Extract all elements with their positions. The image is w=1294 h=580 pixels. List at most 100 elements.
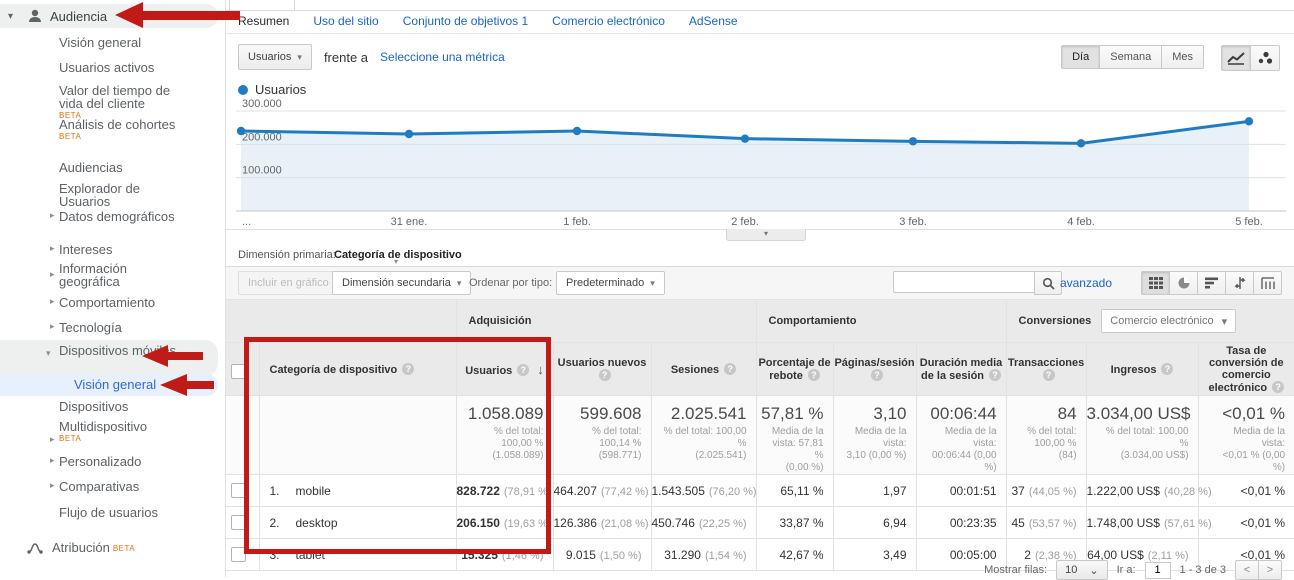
primary-dimension-value[interactable]: Categoría de dispositivo xyxy=(334,249,462,261)
sidebar-item-intereses[interactable]: ▸ Intereses xyxy=(50,242,113,257)
search-button[interactable] xyxy=(1034,271,1062,295)
report-nav: Resumen Uso del sitio Conjunto de objeti… xyxy=(238,14,738,28)
chart-type-toggle xyxy=(1221,45,1280,71)
sidebar-item-valor-tiempo-vida[interactable]: Valor del tiempo de vida del cliente BETA xyxy=(0,84,218,120)
sidebar-item-flujo-usuarios[interactable]: Flujo de usuarios xyxy=(59,505,158,520)
secondary-dimension-button[interactable]: Dimensión secundaria ▾ xyxy=(332,271,472,295)
svg-text:4 feb.: 4 feb. xyxy=(1067,216,1095,228)
sidebar-item-explorador-usuarios[interactable]: Explorador de Usuarios xyxy=(59,181,140,209)
sidebar-item-dispositivos-moviles[interactable]: ▾ Dispositivos móviles xyxy=(0,340,218,376)
sidebar-item-vision-general[interactable]: Visión general xyxy=(59,35,142,50)
granularity-day-button[interactable]: Día xyxy=(1061,45,1101,69)
sidebar-item-analisis-cohortes[interactable]: Análisis de cohortes BETA xyxy=(0,118,218,141)
table-view-button[interactable] xyxy=(1141,271,1170,295)
row-checkbox[interactable] xyxy=(231,483,246,498)
header-tasa-conversion[interactable]: Tasa de conversión de comercio electróni… xyxy=(1198,342,1294,396)
users-trend-chart[interactable]: 100.000 200.000 300.000... 31 ene. 1 feb. 2 f… xyxy=(236,96,1286,230)
granularity-week-button[interactable]: Semana xyxy=(1100,45,1163,69)
axis-expander[interactable]: ▾ xyxy=(726,229,806,241)
device-category-value[interactable]: tablet xyxy=(295,547,325,562)
sidebar-item-moviles-vision-general[interactable]: Visión general xyxy=(0,374,218,396)
tab-resumen[interactable]: Resumen xyxy=(238,14,290,28)
help-icon[interactable]: ? xyxy=(989,368,1002,381)
motion-chart-view-button[interactable] xyxy=(1251,45,1280,71)
conversions-goal-select[interactable]: Comercio electrónico ▾ xyxy=(1101,309,1237,333)
sidebar-item-multidispositivo[interactable]: Multidispositivo ▸ BETA xyxy=(0,420,218,444)
sort-type-label: Ordenar por tipo: xyxy=(469,277,553,289)
metric-select[interactable]: Usuarios ▾ xyxy=(238,44,312,70)
help-icon[interactable]: ? xyxy=(598,368,611,381)
tab-comercio-electronico[interactable]: Comercio electrónico xyxy=(552,14,665,28)
pivot-view-button[interactable] xyxy=(1254,271,1282,295)
device-category-value[interactable]: desktop xyxy=(295,515,338,530)
header-transacciones[interactable]: Transacciones? xyxy=(1006,342,1087,396)
primary-dimension-label: Dimensión primaria: xyxy=(238,249,336,261)
header-paginas-sesion[interactable]: Páginas/sesión? xyxy=(833,342,917,396)
next-page-button[interactable]: > xyxy=(1259,560,1282,580)
help-icon[interactable]: ? xyxy=(1161,362,1174,375)
total-sesiones: 2.025.541% del total: 100,00 % (2.025.541… xyxy=(651,395,757,475)
svg-text:300.000: 300.000 xyxy=(242,98,282,110)
svg-text:31 ene.: 31 ene. xyxy=(391,216,428,228)
goto-page-input[interactable] xyxy=(1144,561,1171,579)
prev-page-button[interactable]: < xyxy=(1235,560,1259,580)
svg-text:2 feb.: 2 feb. xyxy=(731,216,759,228)
group-comportamiento: Comportamiento xyxy=(756,300,1007,343)
row-checkbox[interactable] xyxy=(231,515,246,530)
sidebar-item-comportamiento[interactable]: ▸ Comportamiento xyxy=(50,295,156,310)
tab-adsense[interactable]: AdSense xyxy=(688,14,738,28)
expand-icon: ▸ xyxy=(50,269,55,279)
select-all-checkbox[interactable] xyxy=(231,364,246,379)
sort-type-select[interactable]: Predeterminado ▾ xyxy=(556,271,665,295)
percentage-view-button[interactable] xyxy=(1170,271,1198,295)
sidebar-item-personalizado[interactable]: ▸ Personalizado xyxy=(50,454,142,469)
sidebar-item-tecnologia[interactable]: ▸ Tecnología xyxy=(50,320,122,335)
performance-view-icon xyxy=(1204,277,1218,289)
help-icon[interactable]: ? xyxy=(1272,380,1285,393)
tab-conjunto-objetivos[interactable]: Conjunto de objetivos 1 xyxy=(402,14,529,28)
rows-per-page-select[interactable]: 10 ⌄ xyxy=(1056,560,1108,580)
help-icon[interactable]: ? xyxy=(807,368,820,381)
performance-view-button[interactable] xyxy=(1198,271,1226,295)
header-duracion-media[interactable]: Duración media de la sesión? xyxy=(916,342,1007,396)
collapse-caret-icon[interactable]: ▾ xyxy=(8,10,14,22)
table-view-toggle xyxy=(1141,271,1282,295)
sidebar-item-comparativas[interactable]: ▸ Comparativas xyxy=(50,479,140,494)
sidebar-item-usuarios-activos[interactable]: Usuarios activos xyxy=(59,60,155,75)
help-icon[interactable]: ? xyxy=(1042,368,1055,381)
svg-text:...: ... xyxy=(242,216,251,228)
sidebar-section-audiencia[interactable]: ▾ Audiencia xyxy=(0,4,218,28)
sidebar-item-informacion-geografica[interactable]: ▸ Información geográfica xyxy=(50,261,127,289)
attribution-icon xyxy=(27,542,43,554)
line-chart-view-button[interactable] xyxy=(1221,45,1251,71)
pivot-view-icon xyxy=(1260,277,1275,289)
select-metric-link[interactable]: Seleccione una métrica xyxy=(380,50,505,64)
include-in-chart-button[interactable]: Incluir en gráfico xyxy=(238,271,339,295)
header-categoria[interactable]: Categoría de dispositivo? xyxy=(259,342,457,396)
total-usuarios: 1.058.089% del total: 100,00 % (1.058.089… xyxy=(456,395,554,475)
sidebar-item-audiencias[interactable]: Audiencias xyxy=(59,160,123,175)
help-icon[interactable]: ? xyxy=(517,363,530,376)
comparison-view-button[interactable] xyxy=(1226,271,1254,295)
device-category-value[interactable]: mobile xyxy=(295,483,331,498)
header-usuarios-nuevos[interactable]: Usuarios nuevos? xyxy=(553,342,652,396)
tab-uso-del-sitio[interactable]: Uso del sitio xyxy=(313,14,379,28)
row-checkbox[interactable] xyxy=(231,547,246,562)
granularity-month-button[interactable]: Mes xyxy=(1162,45,1204,69)
header-porcentaje-rebote[interactable]: Porcentaje de rebote? xyxy=(756,342,834,396)
help-icon[interactable]: ? xyxy=(724,362,737,375)
motion-chart-icon xyxy=(1258,51,1273,64)
header-ingresos[interactable]: Ingresos? xyxy=(1086,342,1199,396)
advanced-search-link[interactable]: avanzado xyxy=(1059,276,1112,290)
header-sesiones[interactable]: Sesiones? xyxy=(651,342,757,396)
help-icon[interactable]: ? xyxy=(402,362,415,375)
sidebar-item-dispositivos[interactable]: Dispositivos xyxy=(59,399,129,414)
sidebar-item-atribucion[interactable]: Atribución BETA xyxy=(0,540,218,555)
header-usuarios[interactable]: Usuarios? ↓ xyxy=(456,342,554,396)
help-icon[interactable]: ? xyxy=(871,368,884,381)
expand-icon: ▸ xyxy=(50,480,55,490)
dropdown-caret-icon: ▾ xyxy=(297,51,302,62)
tabbar-divider xyxy=(226,10,1294,11)
sidebar-item-datos-demograficos[interactable]: ▸ Datos demográficos xyxy=(50,209,175,224)
search-input[interactable] xyxy=(893,271,1034,293)
